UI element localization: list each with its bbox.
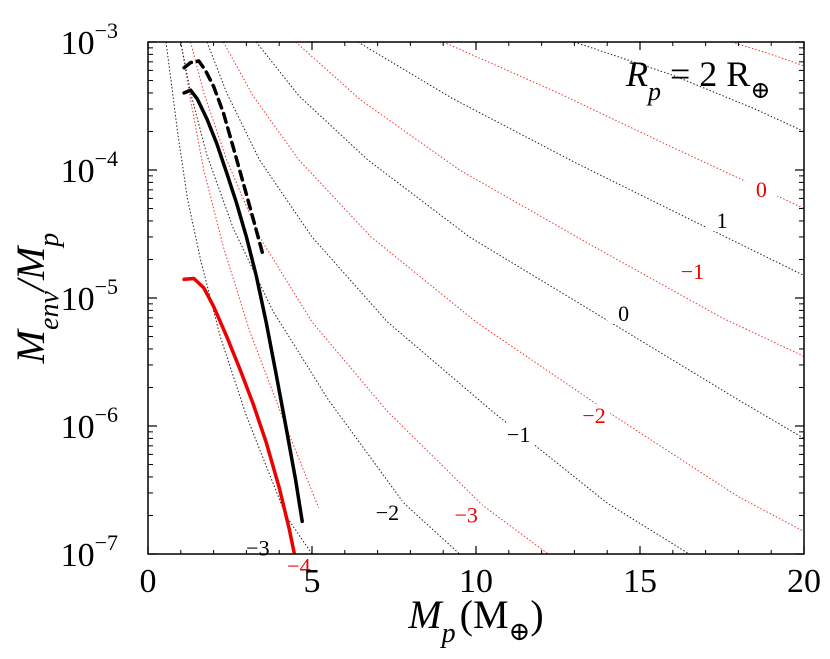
y-tick-base-3: 10 — [61, 409, 95, 446]
x-tick-label-3: 15 — [623, 563, 657, 600]
y-tick-label-4: 10−7 — [61, 530, 118, 574]
x-axis-close: ) — [530, 592, 543, 637]
plot-frame — [147, 41, 805, 555]
contour-label-bg-1 — [282, 554, 315, 577]
x-tick-label-2: 10 — [459, 563, 493, 600]
contour-label-bg-5 — [578, 403, 611, 426]
contour-line-1 — [180, 42, 320, 508]
radius-unit-subscript: ⊕ — [750, 78, 770, 104]
data-series — [182, 59, 304, 554]
y-axis-subscript-p: p — [34, 233, 65, 249]
contour-line-8 — [357, 42, 804, 276]
y-tick-exponent-4: −7 — [95, 530, 118, 555]
x-tick-label-1: 5 — [304, 563, 321, 600]
x-axis-symbol: M — [407, 592, 444, 637]
contour-label-bg-9 — [745, 177, 778, 200]
contour-label-bg-8 — [706, 208, 738, 231]
contour-line-6 — [255, 42, 804, 439]
y-axis-symbol: M — [8, 327, 53, 364]
x-axis-label: Mp (M⊕) — [407, 592, 543, 649]
x-axis-unit-subscript: ⊕ — [509, 617, 531, 646]
contour-line-11 — [731, 42, 804, 67]
radius-annotation: Rp = 2 R⊕ — [625, 54, 770, 106]
contour-label-1: −4 — [287, 553, 310, 578]
contour-label-3: −3 — [454, 502, 477, 527]
contour-line-10 — [574, 42, 804, 132]
y-tick-base-2: 10 — [61, 281, 95, 318]
contour-labels: −3 −4 −2 −3 −1 −2 0 −1 1 0 — [241, 177, 778, 578]
contour-line-5 — [222, 42, 804, 532]
contour-label-bg-7 — [676, 259, 709, 282]
contour-label-bg-6 — [607, 301, 640, 324]
series-line-2 — [182, 276, 297, 554]
x-axis-unit: (M — [460, 592, 509, 637]
contour-label-bg-4 — [502, 423, 535, 446]
series-line-1 — [182, 59, 265, 256]
y-tick-label-0: 10−3 — [61, 18, 118, 62]
radius-subscript: p — [646, 77, 661, 106]
contour-line-4 — [206, 42, 690, 554]
x-axis-subscript: p — [440, 618, 456, 649]
contour-label-2: −2 — [376, 500, 399, 525]
contour-label-7: −1 — [681, 259, 704, 284]
y-tick-exponent-1: −4 — [95, 146, 118, 171]
x-tick-labels: 0 5 10 15 20 — [140, 563, 822, 600]
contour-label-4: −1 — [507, 422, 530, 447]
y-axis-slash-m: /M — [8, 244, 53, 293]
y-tick-labels: 10−310−410−510−610−7 — [61, 18, 118, 574]
contour-line-3 — [190, 42, 549, 554]
contour-label-9: 0 — [756, 177, 767, 202]
radius-symbol: R — [625, 54, 648, 94]
contour-line-2 — [180, 42, 460, 554]
x-tick-label-0: 0 — [140, 563, 157, 600]
contour-label-bg-3 — [450, 503, 483, 526]
y-tick-base-4: 10 — [61, 537, 95, 574]
contour-line-9 — [442, 42, 804, 209]
contour-line-7 — [295, 42, 804, 357]
y-tick-label-3: 10−6 — [61, 402, 118, 446]
y-axis-subscript-env: env — [34, 291, 65, 330]
contour-label-5: −2 — [582, 403, 605, 428]
x-tick-label-4: 20 — [787, 563, 821, 600]
y-tick-exponent-0: −3 — [95, 18, 118, 43]
y-tick-label-2: 10−5 — [61, 274, 118, 318]
contour-label-bg-0 — [241, 536, 274, 559]
y-tick-exponent-3: −6 — [95, 402, 118, 427]
axis-ticks — [147, 41, 805, 555]
contour-label-8: 1 — [717, 208, 728, 233]
contour-label-bg-2 — [371, 500, 404, 523]
contour-label-6: 0 — [618, 301, 629, 326]
y-tick-label-1: 10−4 — [61, 146, 118, 190]
contour-label-0: −3 — [246, 536, 269, 561]
y-axis-label: Menv/Mp — [8, 233, 65, 365]
y-tick-base-0: 10 — [61, 25, 95, 62]
series-line-0 — [182, 88, 304, 524]
y-tick-base-1: 10 — [61, 153, 95, 190]
radius-value: = 2 R — [661, 54, 750, 94]
y-tick-exponent-2: −5 — [95, 274, 118, 299]
